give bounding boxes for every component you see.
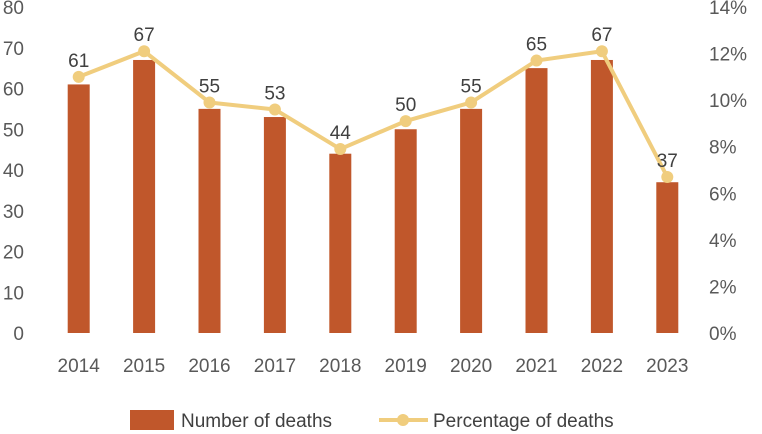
x-tick-label: 2019 <box>385 356 427 377</box>
line-point <box>334 143 347 156</box>
data-label: 67 <box>134 25 155 46</box>
data-labels: 61 67 55 53 44 50 55 65 67 37 <box>68 25 678 172</box>
y-right-tick-label: 0% <box>709 324 737 345</box>
data-label: 65 <box>526 35 547 56</box>
bar <box>656 182 679 333</box>
y-left-tick-label: 30 <box>3 202 24 223</box>
y-right-tick-label: 2% <box>709 277 737 298</box>
x-tick-label: 2022 <box>581 356 623 377</box>
data-label: 55 <box>199 76 220 97</box>
y-right-tick-label: 14% <box>709 0 747 19</box>
bar <box>590 59 613 333</box>
line-point <box>399 115 412 128</box>
bar <box>67 84 90 333</box>
y-left-tick-label: 80 <box>3 0 24 19</box>
data-label: 67 <box>591 25 612 46</box>
y-left-tick-label: 70 <box>3 39 24 60</box>
bar <box>198 108 221 333</box>
y-left-tick-label: 60 <box>3 80 24 101</box>
y-left-tick-label: 40 <box>3 161 24 182</box>
line-path <box>77 49 670 178</box>
bar <box>394 129 417 333</box>
y-left-axis: 0 10 20 30 40 50 60 70 80 <box>3 0 24 345</box>
x-tick-label: 2015 <box>123 356 165 377</box>
legend-marker-percentage-of-deaths <box>397 414 409 426</box>
line-point <box>661 170 674 183</box>
y-right-tick-label: 8% <box>709 138 737 159</box>
bar-series <box>67 59 679 334</box>
data-label: 61 <box>68 51 89 72</box>
legend: Number of deaths Percentage of deaths <box>130 410 614 432</box>
line-point <box>530 54 543 67</box>
y-left-tick-label: 10 <box>3 283 24 304</box>
x-tick-label: 2017 <box>254 356 296 377</box>
bar <box>263 117 286 334</box>
bar <box>525 68 548 333</box>
y-right-tick-label: 10% <box>709 91 747 112</box>
data-label: 37 <box>657 151 678 172</box>
line-point <box>595 45 608 58</box>
bar <box>460 108 483 333</box>
bar <box>133 59 156 333</box>
data-label: 55 <box>461 76 482 97</box>
legend-swatch-number-of-deaths <box>130 410 174 430</box>
legend-label-number-of-deaths: Number of deaths <box>181 411 332 432</box>
line-point <box>72 70 85 83</box>
legend-label-percentage-of-deaths: Percentage of deaths <box>433 411 614 432</box>
line-series <box>72 45 674 183</box>
x-tick-label: 2016 <box>188 356 230 377</box>
y-left-tick-label: 50 <box>3 120 24 141</box>
data-label: 44 <box>330 123 352 144</box>
x-tick-label: 2014 <box>58 356 101 377</box>
y-left-tick-label: 0 <box>13 324 24 345</box>
x-tick-label: 2021 <box>515 356 557 377</box>
x-axis: 2014 2015 2016 2017 2018 2019 2020 2021 2022 2023 <box>58 356 689 377</box>
y-right-axis: 0% 2% 4% 6% 8% 10% 12% 14% <box>709 0 747 345</box>
line-point <box>465 96 478 109</box>
y-right-tick-label: 12% <box>709 45 747 66</box>
y-right-tick-label: 4% <box>709 231 737 252</box>
x-tick-label: 2018 <box>319 356 361 377</box>
line-point <box>268 103 281 116</box>
line-point <box>138 45 151 58</box>
x-tick-label: 2020 <box>450 356 492 377</box>
bar <box>329 153 352 333</box>
x-tick-label: 2023 <box>646 356 688 377</box>
y-right-tick-label: 6% <box>709 184 737 205</box>
data-label: 50 <box>395 95 416 116</box>
y-left-tick-label: 20 <box>3 243 24 264</box>
data-label: 53 <box>264 83 285 104</box>
line-point <box>203 96 216 109</box>
